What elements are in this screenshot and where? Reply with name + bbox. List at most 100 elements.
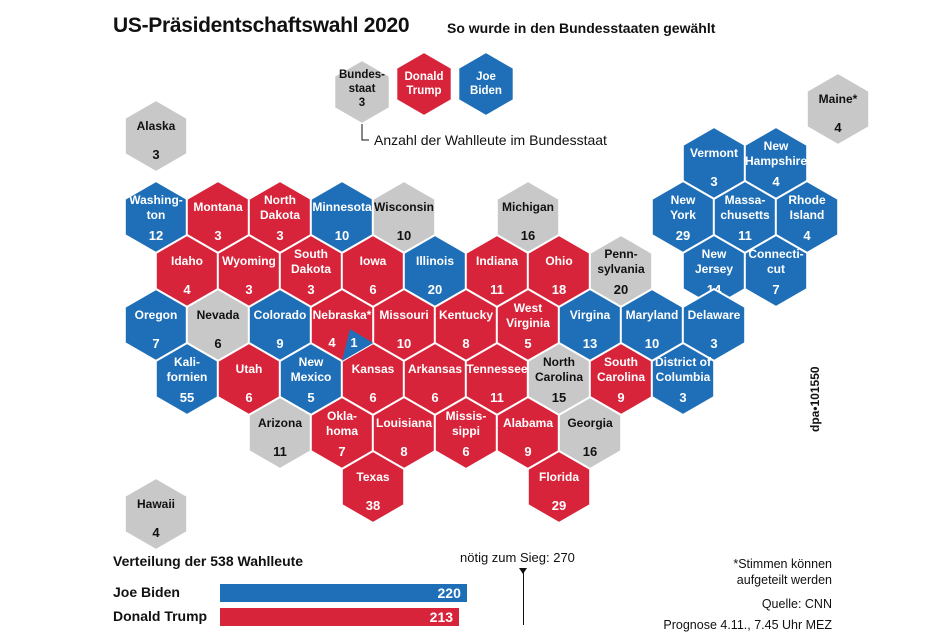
state-votes: 5 — [307, 390, 314, 405]
state-votes: 29 — [552, 498, 566, 513]
state-hex: Michigan 16 — [495, 179, 561, 255]
state-name: Arkansas — [408, 362, 462, 376]
state-votes: 4 — [803, 228, 811, 243]
state-hex-shape — [123, 476, 189, 552]
state-hex-shape — [805, 71, 871, 147]
state-hex: Alaska 3 — [123, 98, 189, 174]
state-votes: 3 — [276, 228, 283, 243]
state-hex-nebraska: Nebraska* 4 1 — [309, 287, 375, 363]
state-name: Maine* — [819, 92, 858, 106]
state-votes-trump: 4 — [328, 335, 336, 350]
state-votes: 6 — [369, 282, 376, 297]
state-name: Missouri — [379, 308, 428, 322]
state-name: Nebraska* — [313, 308, 372, 322]
state-votes: 7 — [772, 282, 779, 297]
state-hex: Idaho 4 — [154, 233, 220, 309]
state-votes: 29 — [676, 228, 690, 243]
state-hex: Texas 38 — [340, 449, 406, 525]
state-votes-biden: 1 — [350, 335, 357, 350]
state-name: sylvania — [597, 262, 645, 276]
state-name: Colorado — [254, 308, 307, 322]
state-name: Michigan — [502, 200, 554, 214]
state-hex: Connecti-cut 7 — [743, 233, 809, 309]
legend-biden-hex: Joe Biden — [457, 50, 515, 118]
state-name: Nevada — [197, 308, 240, 322]
state-name: Delaware — [688, 308, 741, 322]
state-name: Carolina — [597, 370, 645, 384]
state-name: Virgina — [570, 308, 611, 322]
state-votes: 6 — [431, 390, 438, 405]
state-hex: Arizona 11 — [247, 395, 313, 471]
state-name: chusetts — [720, 208, 770, 222]
state-name: Connecti- — [748, 247, 803, 261]
state-hex: Massa-chusetts 11 — [712, 179, 778, 255]
state-name: Hawaii — [137, 497, 175, 511]
state-name: Georgia — [567, 416, 613, 430]
state-votes: 55 — [180, 390, 194, 405]
legend-text: Donald — [405, 71, 444, 83]
state-name: Florida — [539, 470, 579, 484]
state-votes: 8 — [462, 336, 469, 351]
legend-text: Joe — [476, 71, 496, 83]
state-name: Kali- — [174, 355, 200, 369]
state-votes: 6 — [369, 390, 376, 405]
state-hex-shape — [340, 449, 406, 525]
dpa-code: dpa•101550 — [808, 366, 822, 432]
legend-hex-shape — [395, 50, 453, 118]
legend-note: Anzahl der Wahlleute im Bundesstaat — [374, 132, 607, 148]
state-hex-shape — [526, 449, 592, 525]
state-name: Kansas — [352, 362, 395, 376]
state-name: Wyoming — [222, 254, 276, 268]
state-name: South — [294, 247, 328, 261]
state-name: Dakota — [291, 262, 331, 276]
state-hex: Virgina 13 — [557, 287, 623, 363]
state-votes: 6 — [462, 444, 469, 459]
state-votes: 9 — [276, 336, 283, 351]
state-name: Dakota — [260, 208, 300, 222]
state-votes: 13 — [583, 336, 597, 351]
state-votes: 10 — [397, 336, 411, 351]
needed-to-win-line — [523, 570, 524, 625]
split-note-line-1: *Stimmen können — [733, 557, 832, 571]
state-hex: Maryland 10 — [619, 287, 685, 363]
state-hex: Maine* 4 — [805, 71, 871, 147]
state-name: Hampshire — [745, 154, 807, 168]
state-name: South — [604, 355, 638, 369]
state-name: New — [702, 247, 727, 261]
state-name: Iowa — [360, 254, 387, 268]
state-votes: 7 — [338, 444, 345, 459]
state-hex-shape — [123, 98, 189, 174]
state-name: Louisiana — [376, 416, 432, 430]
state-name: West — [514, 301, 542, 315]
state-votes: 16 — [583, 444, 597, 459]
state-name: Jersey — [695, 262, 733, 276]
state-votes: 11 — [738, 228, 752, 243]
state-votes: 20 — [614, 282, 628, 297]
state-votes: 5 — [524, 336, 531, 351]
candidate-name-trump: Donald Trump — [113, 608, 208, 624]
bar-biden: 220 — [220, 584, 467, 602]
state-hex-shape — [650, 341, 716, 417]
state-votes: 11 — [273, 444, 287, 459]
state-votes: 7 — [152, 336, 159, 351]
state-votes: 6 — [214, 336, 221, 351]
state-hex: Montana 3 — [185, 179, 251, 255]
state-votes: 4 — [834, 120, 842, 135]
state-votes: 9 — [617, 390, 624, 405]
page-title: US-Präsidentschaftswahl 2020 — [113, 14, 410, 37]
state-name: Montana — [193, 200, 243, 214]
state-votes: 3 — [679, 390, 686, 405]
state-votes: 16 — [521, 228, 535, 243]
state-name: Columbia — [656, 370, 711, 384]
state-votes: 3 — [710, 174, 717, 189]
state-hex: Vermont 3 — [681, 125, 747, 201]
split-note-line-2: aufgeteilt werden — [736, 573, 832, 587]
state-hex: Kentucky 8 — [433, 287, 499, 363]
state-name: Alaska — [137, 119, 176, 133]
state-votes: 3 — [710, 336, 717, 351]
state-name: Maryland — [626, 308, 679, 322]
legend-text: Trump — [406, 85, 441, 97]
state-name: Massa- — [725, 193, 766, 207]
